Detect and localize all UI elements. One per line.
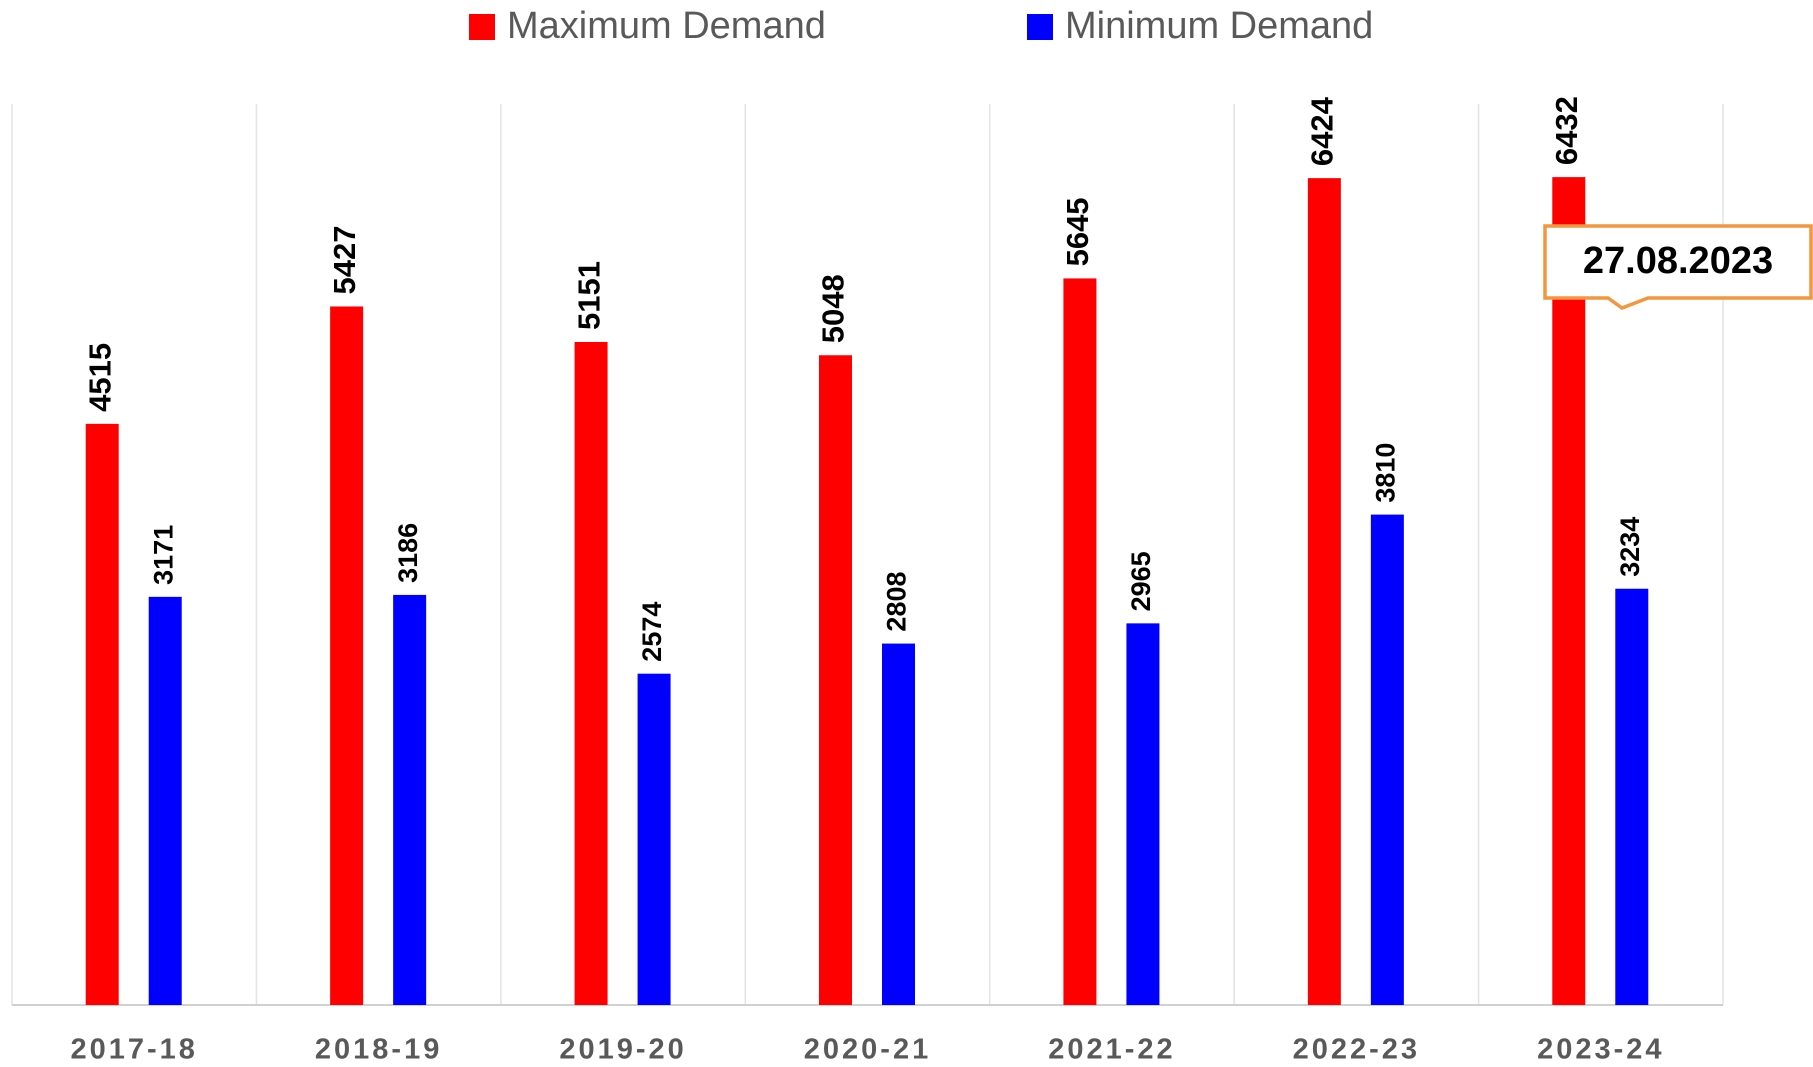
bar [148,596,182,1005]
value-label: 5151 [571,261,606,330]
value-label: 6424 [1305,96,1340,166]
x-tick-label: 2020-21 [804,1034,931,1066]
value-label: 2808 [882,571,912,631]
annotation-text: 27.08.2023 [1583,240,1773,282]
x-tick-label: 2018-19 [315,1034,442,1066]
value-label: 5048 [816,274,851,343]
bar [1307,178,1341,1006]
value-label: 3234 [1615,517,1645,577]
value-label: 3186 [393,523,423,583]
value-label: 2574 [637,602,667,662]
bar [1126,623,1160,1005]
bar [1370,514,1404,1005]
bar [819,355,852,1006]
bar [574,341,608,1006]
bar [85,423,119,1006]
legend-swatch [1027,14,1053,40]
annotation: 27.08.2023 [1543,224,1813,310]
legend-swatch [469,14,495,40]
value-label: 3171 [148,525,178,585]
value-label: 3810 [1370,443,1400,503]
value-label: 6432 [1549,96,1584,165]
legend-label: Minimum Demand [1065,5,1373,47]
callout-box [1543,224,1813,310]
x-tick-label: 2021-22 [1048,1034,1175,1066]
bar [637,673,671,1005]
value-label: 5645 [1060,197,1095,266]
bar [882,643,915,1005]
bar [1063,278,1097,1006]
bar [1552,177,1586,1005]
value-label: 4515 [82,343,117,412]
bar [393,594,427,1005]
bar [1615,588,1649,1005]
value-label: 5427 [327,225,362,294]
x-tick-label: 2023-24 [1537,1034,1664,1066]
x-tick-label: 2019-20 [559,1034,686,1066]
x-tick-label: 2022-23 [1293,1034,1420,1066]
bar [330,306,364,1006]
value-label: 2965 [1126,551,1156,611]
x-tick-label: 2017-18 [70,1034,197,1066]
legend-label: Maximum Demand [507,5,826,47]
